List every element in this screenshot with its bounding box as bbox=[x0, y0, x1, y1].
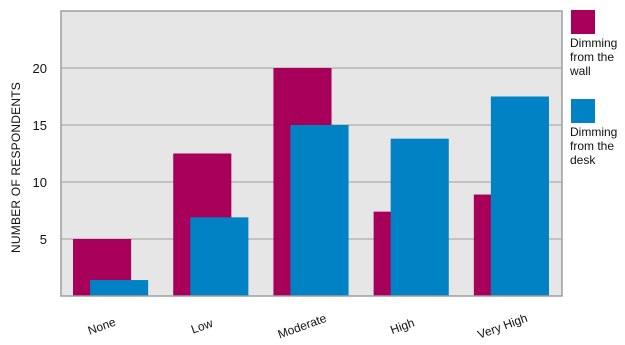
x-category-label: Very High bbox=[476, 311, 530, 342]
legend-label: from the bbox=[570, 50, 614, 64]
x-category-label: Moderate bbox=[276, 311, 329, 342]
bar-desk-very-high bbox=[490, 96, 549, 296]
y-tick-label: 10 bbox=[33, 175, 47, 190]
bar-desk-none bbox=[90, 280, 149, 296]
y-tick-label: 15 bbox=[33, 118, 47, 133]
y-tick-label: 5 bbox=[40, 232, 47, 247]
legend-label: desk bbox=[570, 153, 596, 167]
bar-desk-low bbox=[190, 217, 249, 296]
legend-label: from the bbox=[570, 139, 614, 153]
legend-swatch bbox=[571, 10, 595, 34]
legend-swatch bbox=[571, 99, 595, 123]
bar-desk-high bbox=[390, 138, 449, 296]
x-category-label: High bbox=[388, 315, 416, 337]
y-tick-labels: 5 10 15 20 bbox=[33, 61, 47, 247]
y-tick-label: 20 bbox=[33, 61, 47, 76]
legend-label: wall bbox=[569, 64, 591, 78]
legend-label: Dimming bbox=[570, 125, 617, 139]
bar-desk-moderate bbox=[290, 125, 349, 296]
x-category-label: Low bbox=[189, 316, 215, 337]
x-category-label: None bbox=[86, 315, 118, 338]
plot-frame bbox=[60, 10, 563, 297]
x-tick-labels: None Low Moderate High Very High bbox=[86, 311, 530, 342]
legend-label: Dimming bbox=[570, 36, 617, 50]
bars bbox=[73, 68, 549, 296]
y-axis-title: NUMBER OF RESPONDENTS bbox=[9, 82, 23, 253]
